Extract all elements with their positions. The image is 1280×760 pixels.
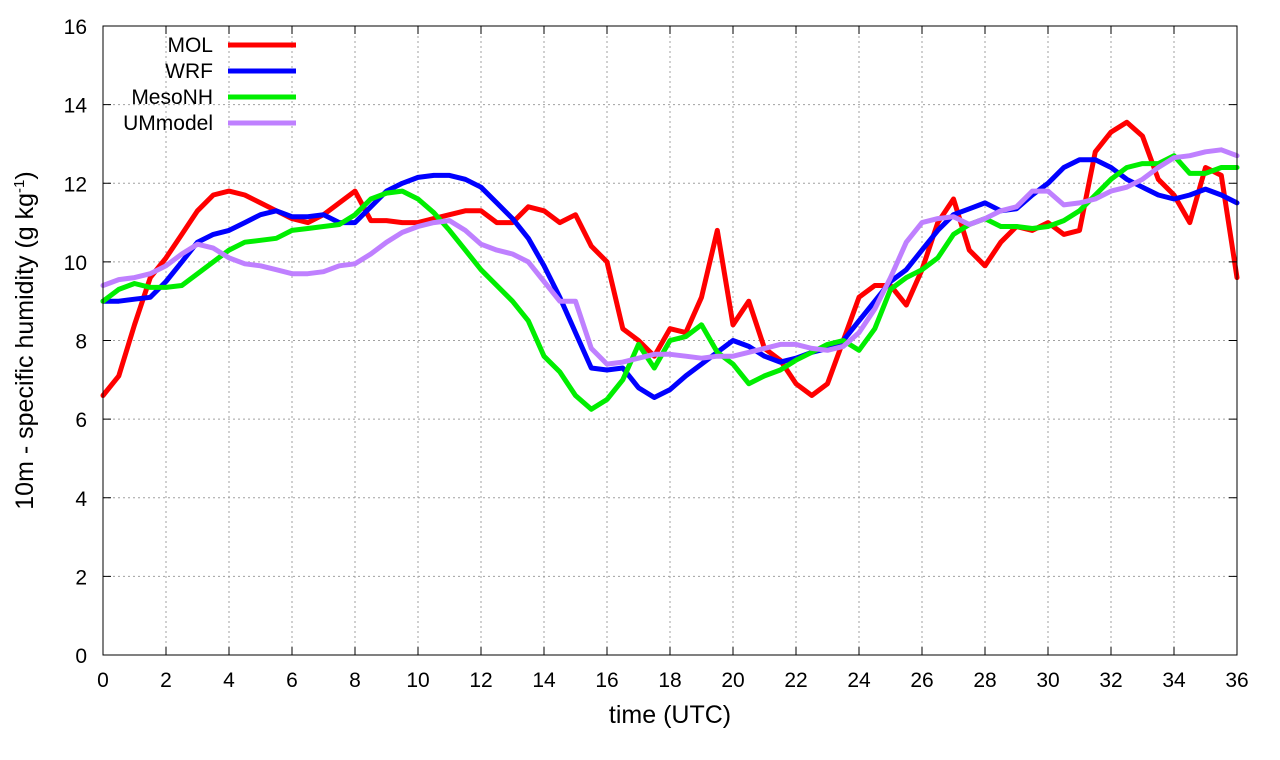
y-tick-label: 12 [64, 173, 87, 196]
y-tick-label: 16 [64, 16, 87, 39]
x-tick-label: 14 [532, 669, 556, 692]
x-tick-label: 36 [1225, 669, 1248, 692]
series-line-ummodel [100, 147, 1240, 367]
x-tick-label: 6 [286, 669, 298, 692]
x-tick-label: 28 [973, 669, 996, 692]
x-tick-label: 0 [97, 669, 109, 692]
tick-labels: 0 2 4 6 8 10 12 14 16 18 20 22 24 26 28 30 32 34 360246810… [64, 16, 1249, 692]
x-tick-label: 20 [721, 669, 744, 692]
legend-label-ummodel: UMmodel [123, 112, 213, 135]
x-tick-label: 10 [406, 669, 429, 692]
axis-ticks [102, 25, 1238, 656]
x-tick-label: 30 [1036, 669, 1059, 692]
y-axis-title: 10m - specific humidity (g kg-1) [11, 171, 39, 509]
legend-label-mesonh: MesoNH [131, 86, 213, 109]
x-tick-label: 18 [658, 669, 681, 692]
y-tick-label: 6 [75, 409, 87, 432]
x-tick-label: 22 [784, 669, 807, 692]
y-tick-label: 14 [64, 95, 88, 118]
y-axis-title-main: 10m - specific humidity (g kg [11, 193, 39, 510]
y-axis-title-close: ) [11, 171, 39, 179]
y-tick-label: 0 [75, 645, 87, 668]
x-tick-label: 12 [469, 669, 492, 692]
x-tick-label: 24 [847, 669, 871, 692]
y-tick-label: 10 [64, 252, 87, 275]
x-tick-label: 34 [1162, 669, 1186, 692]
y-tick-label: 8 [75, 331, 87, 354]
x-tick-label: 8 [349, 669, 361, 692]
x-tick-label: 26 [910, 669, 933, 692]
legend: MOL WRF MesoNH UMmodel [123, 34, 296, 135]
legend-label-wrf: WRF [165, 60, 213, 83]
series-line-wrf [100, 157, 1240, 400]
series-line-mesonh [100, 153, 1240, 412]
x-tick-label: 4 [223, 669, 235, 692]
x-axis-title: time (UTC) [609, 701, 731, 729]
x-tick-label: 32 [1099, 669, 1122, 692]
y-tick-label: 4 [75, 488, 87, 511]
y-axis-title-superscript: -1 [11, 180, 28, 193]
series-lines [100, 119, 1240, 412]
x-tick-label: 2 [160, 669, 172, 692]
y-tick-label: 2 [75, 566, 87, 589]
x-tick-label: 16 [595, 669, 618, 692]
legend-label-mol: MOL [167, 34, 213, 57]
